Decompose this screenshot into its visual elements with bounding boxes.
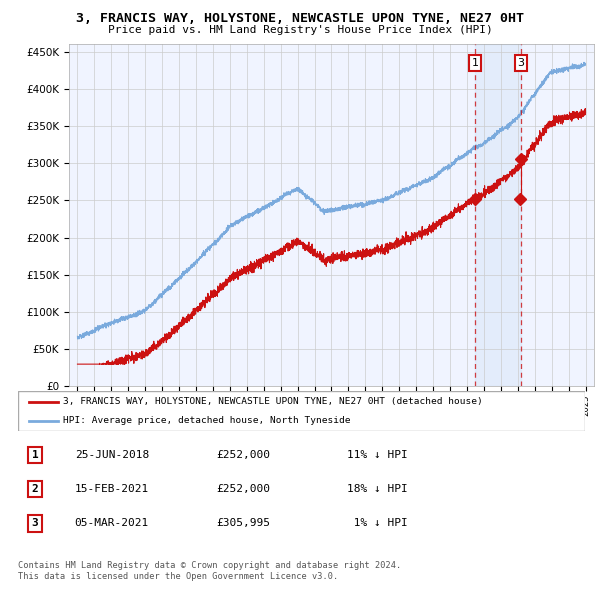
Text: 3, FRANCIS WAY, HOLYSTONE, NEWCASTLE UPON TYNE, NE27 0HT (detached house): 3, FRANCIS WAY, HOLYSTONE, NEWCASTLE UPO… bbox=[64, 397, 483, 407]
Text: £252,000: £252,000 bbox=[217, 484, 271, 494]
Text: HPI: Average price, detached house, North Tyneside: HPI: Average price, detached house, Nort… bbox=[64, 416, 351, 425]
Text: 25-JUN-2018: 25-JUN-2018 bbox=[74, 450, 149, 460]
Text: 3, FRANCIS WAY, HOLYSTONE, NEWCASTLE UPON TYNE, NE27 0HT: 3, FRANCIS WAY, HOLYSTONE, NEWCASTLE UPO… bbox=[76, 12, 524, 25]
Text: 3: 3 bbox=[518, 58, 524, 68]
Text: 1: 1 bbox=[472, 58, 479, 68]
Text: £252,000: £252,000 bbox=[217, 450, 271, 460]
Text: 05-MAR-2021: 05-MAR-2021 bbox=[74, 519, 149, 528]
Text: This data is licensed under the Open Government Licence v3.0.: This data is licensed under the Open Gov… bbox=[18, 572, 338, 581]
Text: 11% ↓ HPI: 11% ↓ HPI bbox=[347, 450, 407, 460]
Text: 1% ↓ HPI: 1% ↓ HPI bbox=[347, 519, 407, 528]
Bar bbox=[475, 44, 521, 386]
Text: 1: 1 bbox=[32, 450, 38, 460]
Text: 3: 3 bbox=[32, 519, 38, 528]
Text: 15-FEB-2021: 15-FEB-2021 bbox=[74, 484, 149, 494]
Text: 18% ↓ HPI: 18% ↓ HPI bbox=[347, 484, 407, 494]
Text: 2: 2 bbox=[32, 484, 38, 494]
FancyBboxPatch shape bbox=[18, 391, 585, 431]
Text: Price paid vs. HM Land Registry's House Price Index (HPI): Price paid vs. HM Land Registry's House … bbox=[107, 25, 493, 35]
Text: Contains HM Land Registry data © Crown copyright and database right 2024.: Contains HM Land Registry data © Crown c… bbox=[18, 560, 401, 569]
Text: £305,995: £305,995 bbox=[217, 519, 271, 528]
